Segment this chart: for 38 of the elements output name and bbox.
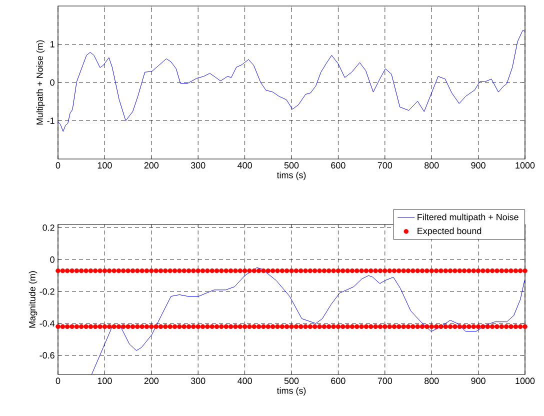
x-tick-label: 900 — [471, 162, 486, 169]
y-axis-title: Magnitude (m) — [28, 271, 38, 328]
line-series — [91, 267, 525, 374]
x-tick-label: 100 — [98, 378, 112, 384]
x-tick-label: 100 — [98, 162, 112, 169]
x-tick-label: 300 — [190, 378, 206, 384]
x-tick-label: 1000 — [516, 378, 535, 384]
x-axis-title: tims (s) — [276, 172, 306, 180]
y-tick-label: -1 — [47, 118, 54, 124]
y-tick-label: -0.6 — [40, 352, 54, 359]
x-tick-label: 200 — [144, 162, 159, 169]
x-tick-label: 800 — [424, 378, 439, 384]
x-tick-label: 0 — [56, 378, 60, 384]
y-tick-label: 1 — [50, 41, 54, 48]
x-tick-label: 700 — [378, 162, 392, 169]
line-series — [58, 30, 526, 132]
x-tick-label: 200 — [144, 378, 159, 384]
x-tick-label: 1000 — [516, 162, 535, 169]
y-tick-label: -0.2 — [40, 288, 54, 295]
y-tick-label: 0 — [50, 79, 54, 86]
x-tick-label: 700 — [378, 378, 392, 384]
x-tick-label: 500 — [284, 378, 299, 384]
y-tick-label: -0.4 — [40, 320, 55, 327]
y-tick-label: 0 — [50, 256, 54, 263]
x-tick-label: 600 — [331, 378, 346, 384]
x-tick-label: 400 — [238, 378, 252, 384]
legend-label: Expected bound — [418, 228, 482, 236]
x-tick-label: 0 — [56, 162, 60, 169]
x-tick-label: 400 — [238, 162, 252, 169]
x-tick-label: 800 — [424, 162, 439, 169]
y-tick-label: 0.2 — [42, 224, 54, 231]
x-tick-label: 900 — [471, 378, 486, 384]
legend-label: Filtered multipath + Noise — [418, 214, 518, 222]
x-tick-label: 500 — [284, 162, 299, 169]
x-tick-label: 300 — [190, 162, 206, 169]
x-tick-label: 600 — [331, 162, 346, 169]
x-axis-title: tims (s) — [276, 387, 306, 396]
y-axis-title: Multipath + Noise (m) — [36, 40, 45, 124]
